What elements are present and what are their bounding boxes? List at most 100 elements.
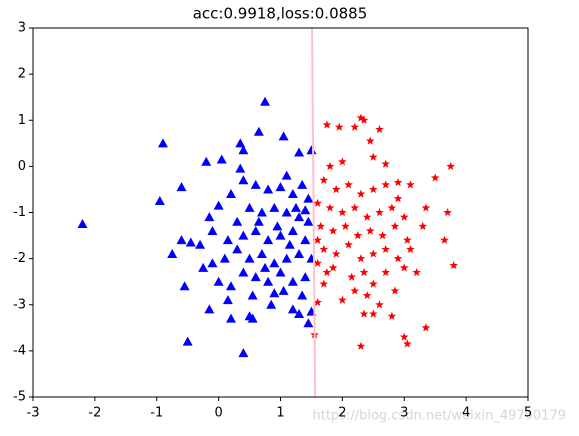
point (250, 272, 261, 282)
point (275, 230, 286, 240)
point (238, 230, 249, 240)
point (272, 221, 283, 231)
point (238, 175, 249, 185)
point (219, 253, 230, 263)
point (375, 124, 384, 134)
x-tick-label: 2 (338, 406, 346, 421)
x-tick-label: 0 (214, 406, 222, 421)
point (266, 299, 277, 309)
point (393, 254, 403, 263)
point (440, 235, 449, 244)
decision-boundary (311, 27, 317, 398)
y-tick-label: -3 (13, 297, 26, 312)
point (350, 203, 360, 212)
y-tick-label: 3 (18, 21, 26, 36)
point (77, 219, 88, 229)
point (294, 212, 305, 222)
point (412, 267, 421, 277)
point (387, 203, 397, 212)
point (403, 235, 412, 244)
point (328, 226, 338, 235)
point (185, 237, 196, 247)
point (399, 332, 409, 341)
point (356, 341, 366, 350)
point (390, 221, 400, 230)
point (344, 180, 353, 189)
point (263, 235, 274, 245)
point (449, 261, 459, 270)
point (350, 122, 360, 131)
x-tick-label: -3 (27, 406, 40, 421)
point (341, 221, 350, 230)
point (375, 208, 384, 217)
y-tick-label: -1 (13, 205, 26, 220)
point (278, 131, 289, 141)
y-tick-label: 1 (18, 113, 26, 128)
point (269, 258, 280, 268)
point (294, 147, 305, 157)
point (303, 318, 314, 328)
point (157, 138, 168, 148)
point (300, 272, 311, 282)
point (365, 226, 375, 235)
y-tick-label: -5 (13, 390, 26, 405)
point (446, 161, 455, 171)
x-tick-label: -1 (150, 406, 163, 421)
point (275, 267, 286, 277)
point (216, 154, 227, 164)
x-tick-label: -2 (88, 406, 101, 421)
point (306, 145, 317, 155)
point (331, 184, 341, 194)
point (369, 279, 378, 288)
point (322, 120, 332, 129)
point (387, 311, 397, 320)
point (313, 198, 322, 207)
point (284, 239, 295, 249)
point (443, 208, 452, 217)
point (322, 267, 332, 277)
point (176, 182, 187, 192)
point (297, 290, 308, 300)
point (256, 249, 267, 259)
point (235, 138, 246, 148)
point (201, 156, 212, 166)
point (328, 263, 338, 272)
point (287, 189, 298, 199)
point (250, 179, 261, 189)
point (281, 170, 292, 180)
point (287, 276, 298, 286)
point (226, 313, 236, 323)
point (390, 286, 400, 295)
point (294, 308, 305, 318)
point (406, 180, 415, 189)
point (362, 291, 372, 300)
point (281, 207, 292, 217)
point (362, 212, 372, 221)
x-tick-label: 5 (524, 406, 532, 421)
point (182, 336, 193, 346)
point (222, 235, 233, 245)
point (338, 157, 347, 166)
point (260, 262, 271, 272)
point (316, 221, 325, 230)
point (369, 152, 378, 161)
point (303, 216, 314, 226)
point (247, 290, 258, 300)
point (154, 195, 165, 205)
point (335, 122, 344, 131)
point (207, 225, 218, 235)
point (263, 184, 274, 194)
y-tick-label: 2 (18, 67, 26, 82)
point (399, 263, 409, 272)
point (179, 281, 190, 291)
x-tick-label: 3 (400, 406, 408, 421)
point (207, 258, 218, 268)
point (222, 295, 233, 305)
point (226, 189, 236, 199)
point (365, 136, 375, 145)
point (313, 297, 322, 307)
point (375, 300, 384, 309)
point (232, 216, 243, 226)
point (381, 267, 390, 277)
